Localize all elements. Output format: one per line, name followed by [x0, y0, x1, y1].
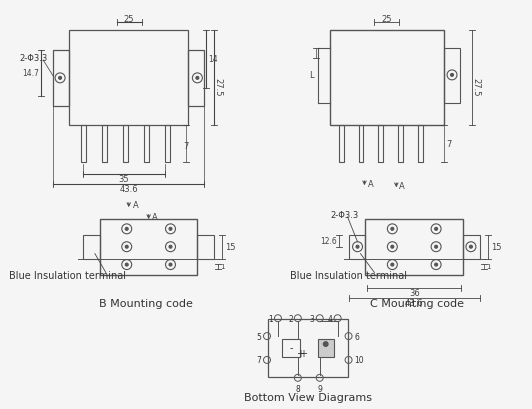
Text: 7: 7 — [256, 355, 261, 364]
Text: -: - — [289, 342, 293, 352]
Bar — [53, 51, 69, 106]
Bar — [81, 125, 86, 163]
Bar — [418, 125, 423, 163]
Text: L: L — [310, 71, 314, 80]
Circle shape — [435, 228, 438, 231]
Circle shape — [435, 246, 438, 249]
Bar — [83, 235, 100, 259]
Bar — [318, 339, 334, 357]
Text: 9: 9 — [317, 384, 322, 393]
Text: 2-Φ3.3: 2-Φ3.3 — [19, 54, 47, 63]
Circle shape — [169, 263, 172, 266]
Circle shape — [125, 246, 128, 249]
Text: 14: 14 — [209, 55, 218, 64]
Bar — [463, 235, 480, 259]
Text: 7: 7 — [446, 139, 452, 148]
Text: 15: 15 — [491, 243, 501, 252]
Circle shape — [391, 263, 394, 266]
Circle shape — [125, 228, 128, 231]
Circle shape — [391, 246, 394, 249]
Text: 1: 1 — [220, 263, 225, 269]
Bar — [330, 31, 444, 125]
Text: +: + — [299, 348, 307, 358]
Bar — [164, 125, 170, 163]
Text: 35: 35 — [119, 174, 129, 183]
Text: 43.6: 43.6 — [405, 298, 423, 307]
Text: 6: 6 — [354, 332, 360, 341]
Text: A: A — [400, 181, 405, 190]
Text: 43.6: 43.6 — [119, 184, 138, 193]
Bar — [100, 219, 197, 275]
Text: 27.5: 27.5 — [471, 78, 480, 96]
Text: 15: 15 — [225, 243, 236, 252]
Text: +: + — [296, 348, 304, 358]
Bar — [144, 125, 148, 163]
Text: A: A — [132, 201, 138, 210]
Bar — [282, 339, 300, 357]
Bar — [188, 51, 204, 106]
Text: Bottom View Diagrams: Bottom View Diagrams — [244, 392, 372, 402]
Bar — [398, 125, 403, 163]
Bar — [444, 49, 460, 103]
Text: 1: 1 — [486, 263, 491, 269]
Bar — [359, 125, 363, 163]
Text: C Mounting code: C Mounting code — [370, 299, 464, 308]
Text: 4: 4 — [328, 314, 332, 323]
Bar — [339, 125, 344, 163]
Circle shape — [169, 246, 172, 249]
Text: 10: 10 — [354, 355, 364, 364]
Text: 2-Φ3.3: 2-Φ3.3 — [331, 211, 359, 220]
Text: A: A — [368, 179, 373, 188]
Bar — [268, 319, 347, 377]
Circle shape — [391, 228, 394, 231]
Bar — [348, 235, 365, 259]
Text: 27.5: 27.5 — [214, 78, 223, 96]
Circle shape — [125, 263, 128, 266]
Bar — [378, 125, 384, 163]
Text: 5: 5 — [256, 332, 261, 341]
Text: 7: 7 — [184, 142, 189, 151]
Text: 1: 1 — [268, 314, 273, 323]
Text: B Mounting code: B Mounting code — [99, 299, 193, 308]
Text: A: A — [152, 213, 157, 222]
Circle shape — [59, 77, 62, 80]
Bar — [69, 31, 188, 125]
Circle shape — [356, 246, 359, 249]
Text: 12.6: 12.6 — [320, 237, 337, 246]
Circle shape — [469, 246, 472, 249]
Circle shape — [169, 228, 172, 231]
Text: 36: 36 — [409, 288, 420, 297]
Text: Blue Insulation terminal: Blue Insulation terminal — [290, 270, 407, 280]
Text: 8: 8 — [295, 384, 300, 393]
Bar — [102, 125, 107, 163]
Text: 3: 3 — [310, 314, 315, 323]
Bar — [197, 235, 214, 259]
Text: 2: 2 — [288, 314, 293, 323]
Circle shape — [451, 74, 453, 77]
Bar — [123, 125, 128, 163]
Circle shape — [196, 77, 199, 80]
Circle shape — [435, 263, 438, 266]
Circle shape — [323, 341, 329, 347]
Text: Blue Insulation terminal: Blue Insulation terminal — [10, 270, 126, 280]
Text: 25: 25 — [381, 15, 392, 24]
Text: 25: 25 — [123, 15, 134, 24]
Text: 14.7: 14.7 — [22, 69, 39, 78]
Bar — [365, 219, 463, 275]
